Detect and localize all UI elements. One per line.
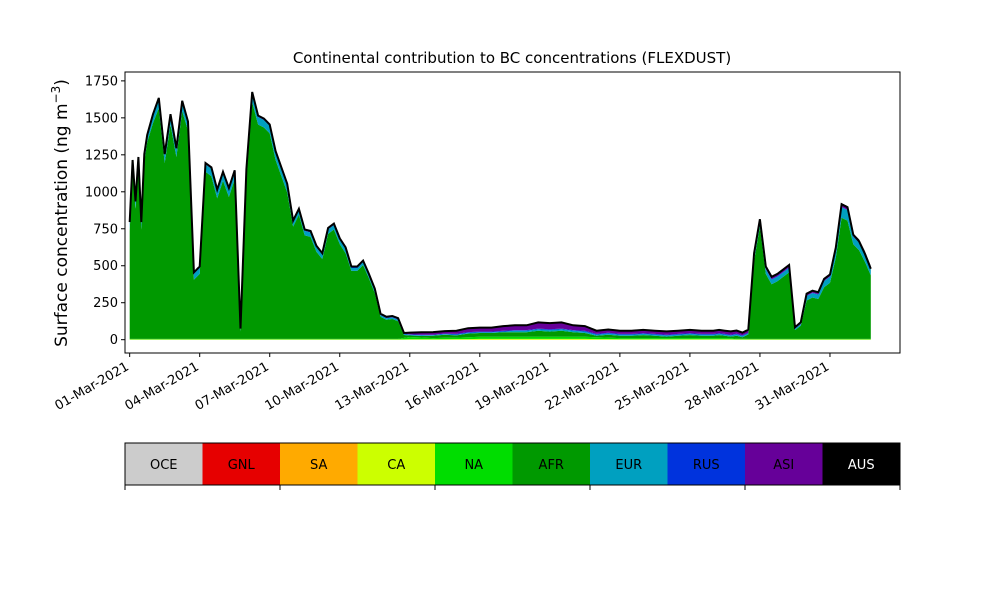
legend-swatch-rus [667, 443, 746, 485]
y-tick-label: 1250 [85, 148, 118, 163]
plot-area [124, 71, 901, 354]
legend-swatch-aus [822, 443, 901, 485]
legend-swatch-oce [125, 443, 203, 485]
chart-title: Continental contribution to BC concentra… [293, 49, 731, 67]
x-tick-label: 22-Mar-2021 [543, 359, 622, 413]
x-tick-label: 28-Mar-2021 [683, 359, 762, 413]
legend-swatch-gnl [202, 443, 281, 485]
x-tick-label: 31-Mar-2021 [753, 359, 832, 413]
legend-label-oce: OCE [150, 458, 178, 473]
x-axis: 01-Mar-202104-Mar-202107-Mar-202110-Mar-… [53, 353, 832, 414]
legend-label-gnl: GNL [228, 458, 256, 473]
x-tick-label: 07-Mar-2021 [193, 359, 272, 413]
legend-label-rus: RUS [693, 458, 720, 473]
legend-colorbar: OCE GNL SA CA NA AFR EUR RUS ASI AUS [124, 442, 901, 490]
legend-label-na: NA [464, 458, 483, 473]
y-axis-label-exponent: −3 [49, 86, 63, 104]
area-ca [129, 338, 871, 340]
y-tick-label: 0 [110, 333, 118, 348]
legend-swatch-sa [280, 443, 358, 485]
area-afr [129, 102, 871, 339]
legend-label-ca: CA [387, 458, 405, 473]
y-tick-label: 1000 [85, 185, 118, 200]
x-tick-label: 01-Mar-2021 [53, 359, 132, 413]
x-tick-label: 13-Mar-2021 [333, 359, 412, 413]
legend-swatch-asi [745, 443, 823, 485]
y-axis-label-text: Surface concentration (ng m [52, 103, 72, 346]
x-tick-label: 25-Mar-2021 [613, 359, 692, 413]
y-axis: 0 250 500 750 1000 1250 1500 1750 [85, 74, 125, 348]
y-tick-label: 1750 [85, 74, 118, 89]
legend-label-afr: AFR [539, 458, 564, 473]
legend-swatch-eur [590, 443, 668, 485]
x-tick-label: 19-Mar-2021 [473, 359, 552, 413]
y-tick-label: 250 [93, 296, 118, 311]
legend-frame [124, 442, 901, 486]
legend-label-sa: SA [310, 458, 327, 473]
y-tick-label: 750 [93, 222, 118, 237]
x-tick-label: 04-Mar-2021 [123, 359, 202, 413]
legend-swatch-ca [357, 443, 436, 485]
y-axis-label-suffix: ) [52, 79, 72, 86]
legend-label-aus: AUS [848, 458, 875, 473]
legend-label-asi: ASI [773, 458, 794, 473]
area-na [129, 336, 871, 340]
y-tick-label: 1500 [85, 111, 118, 126]
stacked-areas [129, 92, 871, 340]
legend-swatch-afr [512, 443, 591, 485]
y-tick-label: 500 [93, 259, 118, 274]
legend-swatch-na [435, 443, 513, 485]
x-tick-label: 10-Mar-2021 [263, 359, 342, 413]
legend-label-eur: EUR [615, 458, 642, 473]
x-tick-label: 16-Mar-2021 [403, 359, 482, 413]
y-axis-label: Surface concentration (ng m−3) [49, 79, 72, 347]
plot-frame [124, 71, 901, 354]
total-line [128, 91, 872, 335]
